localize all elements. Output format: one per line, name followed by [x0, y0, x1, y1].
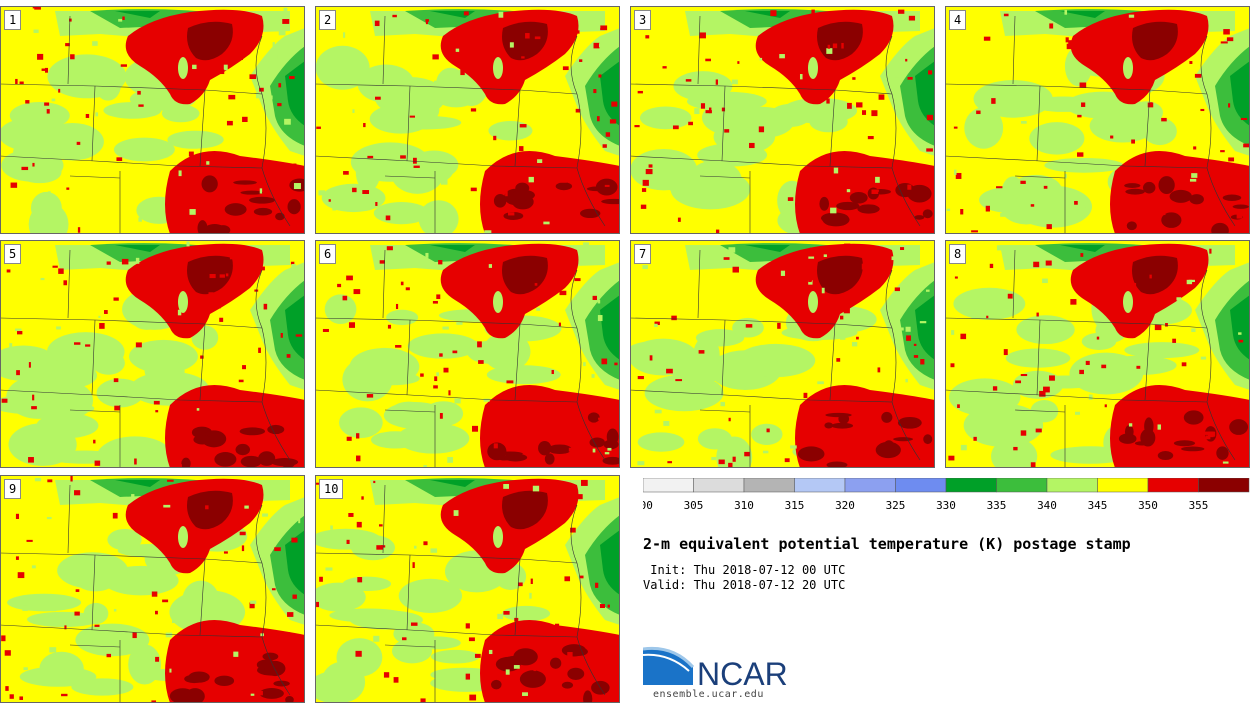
colorbar-swatch	[794, 478, 846, 493]
colorbar-swatch	[996, 478, 1048, 493]
member-label: 4	[949, 10, 967, 30]
colorbar-tick-label: 340	[1037, 499, 1057, 512]
valid-time: Valid: Thu 2018-07-12 20 UTC	[643, 578, 846, 592]
member-label: 7	[634, 244, 652, 264]
init-time: Init: Thu 2018-07-12 00 UTC	[643, 563, 846, 577]
member-panel-1: 1	[0, 6, 305, 234]
colorbar-swatch	[895, 478, 947, 493]
theta-e-map	[945, 6, 1250, 234]
colorbar-tick-label: 315	[785, 499, 805, 512]
theta-e-map	[945, 240, 1250, 468]
member-label: 10	[319, 479, 344, 499]
member-panel-9: 9	[0, 475, 305, 703]
theta-e-map	[630, 240, 935, 468]
member-panel-2: 2	[315, 6, 620, 234]
member-panel-3: 3	[630, 6, 935, 234]
member-panel-5: 5	[0, 240, 305, 468]
theta-e-map	[630, 6, 935, 234]
logo-text: NCAR	[697, 656, 788, 690]
theta-e-map	[315, 240, 620, 468]
colorbar-swatch	[743, 478, 795, 493]
colorbar-swatch	[844, 478, 896, 493]
member-label: 2	[319, 10, 337, 30]
colorbar: 300 305 310 315 320 325 330 335 340 345 350 355	[643, 478, 1250, 512]
colorbar-tick-label: 310	[734, 499, 754, 512]
plot-title: 2-m equivalent potential temperature (K)…	[643, 535, 1131, 553]
logo-url: ensemble.ucar.edu	[653, 689, 764, 700]
colorbar-swatch	[1147, 478, 1199, 493]
member-label: 8	[949, 244, 967, 264]
colorbar-tick-label: 325	[886, 499, 906, 512]
colorbar-swatch	[1046, 478, 1098, 493]
ncar-logo: NCAR	[643, 646, 788, 690]
member-panel-7: 7	[630, 240, 935, 468]
colorbar-swatch	[693, 478, 745, 493]
colorbar-tick-label: 300	[643, 499, 653, 512]
member-label: 9	[4, 479, 22, 499]
colorbar-tick-label: 305	[684, 499, 704, 512]
colorbar-tick-label: 350	[1138, 499, 1158, 512]
colorbar-tick-label: 345	[1088, 499, 1108, 512]
theta-e-map	[315, 6, 620, 234]
theta-e-map	[0, 475, 305, 703]
theta-e-map	[315, 475, 620, 703]
colorbar-swatch	[1198, 478, 1250, 493]
colorbar-swatch	[945, 478, 997, 493]
colorbar-tick-label: 335	[987, 499, 1007, 512]
member-label: 5	[4, 244, 22, 264]
member-panel-4: 4	[945, 6, 1250, 234]
member-label: 1	[4, 10, 22, 30]
member-panel-10: 10	[315, 475, 620, 703]
member-label: 3	[634, 10, 652, 30]
colorbar-tick-label: 355	[1189, 499, 1209, 512]
member-panel-6: 6	[315, 240, 620, 468]
member-panel-8: 8	[945, 240, 1250, 468]
colorbar-tick-label: 320	[835, 499, 855, 512]
theta-e-map	[0, 6, 305, 234]
theta-e-map	[0, 240, 305, 468]
member-label: 6	[319, 244, 337, 264]
colorbar-swatch	[643, 478, 694, 493]
colorbar-swatch	[1097, 478, 1149, 493]
colorbar-tick-label: 330	[936, 499, 956, 512]
